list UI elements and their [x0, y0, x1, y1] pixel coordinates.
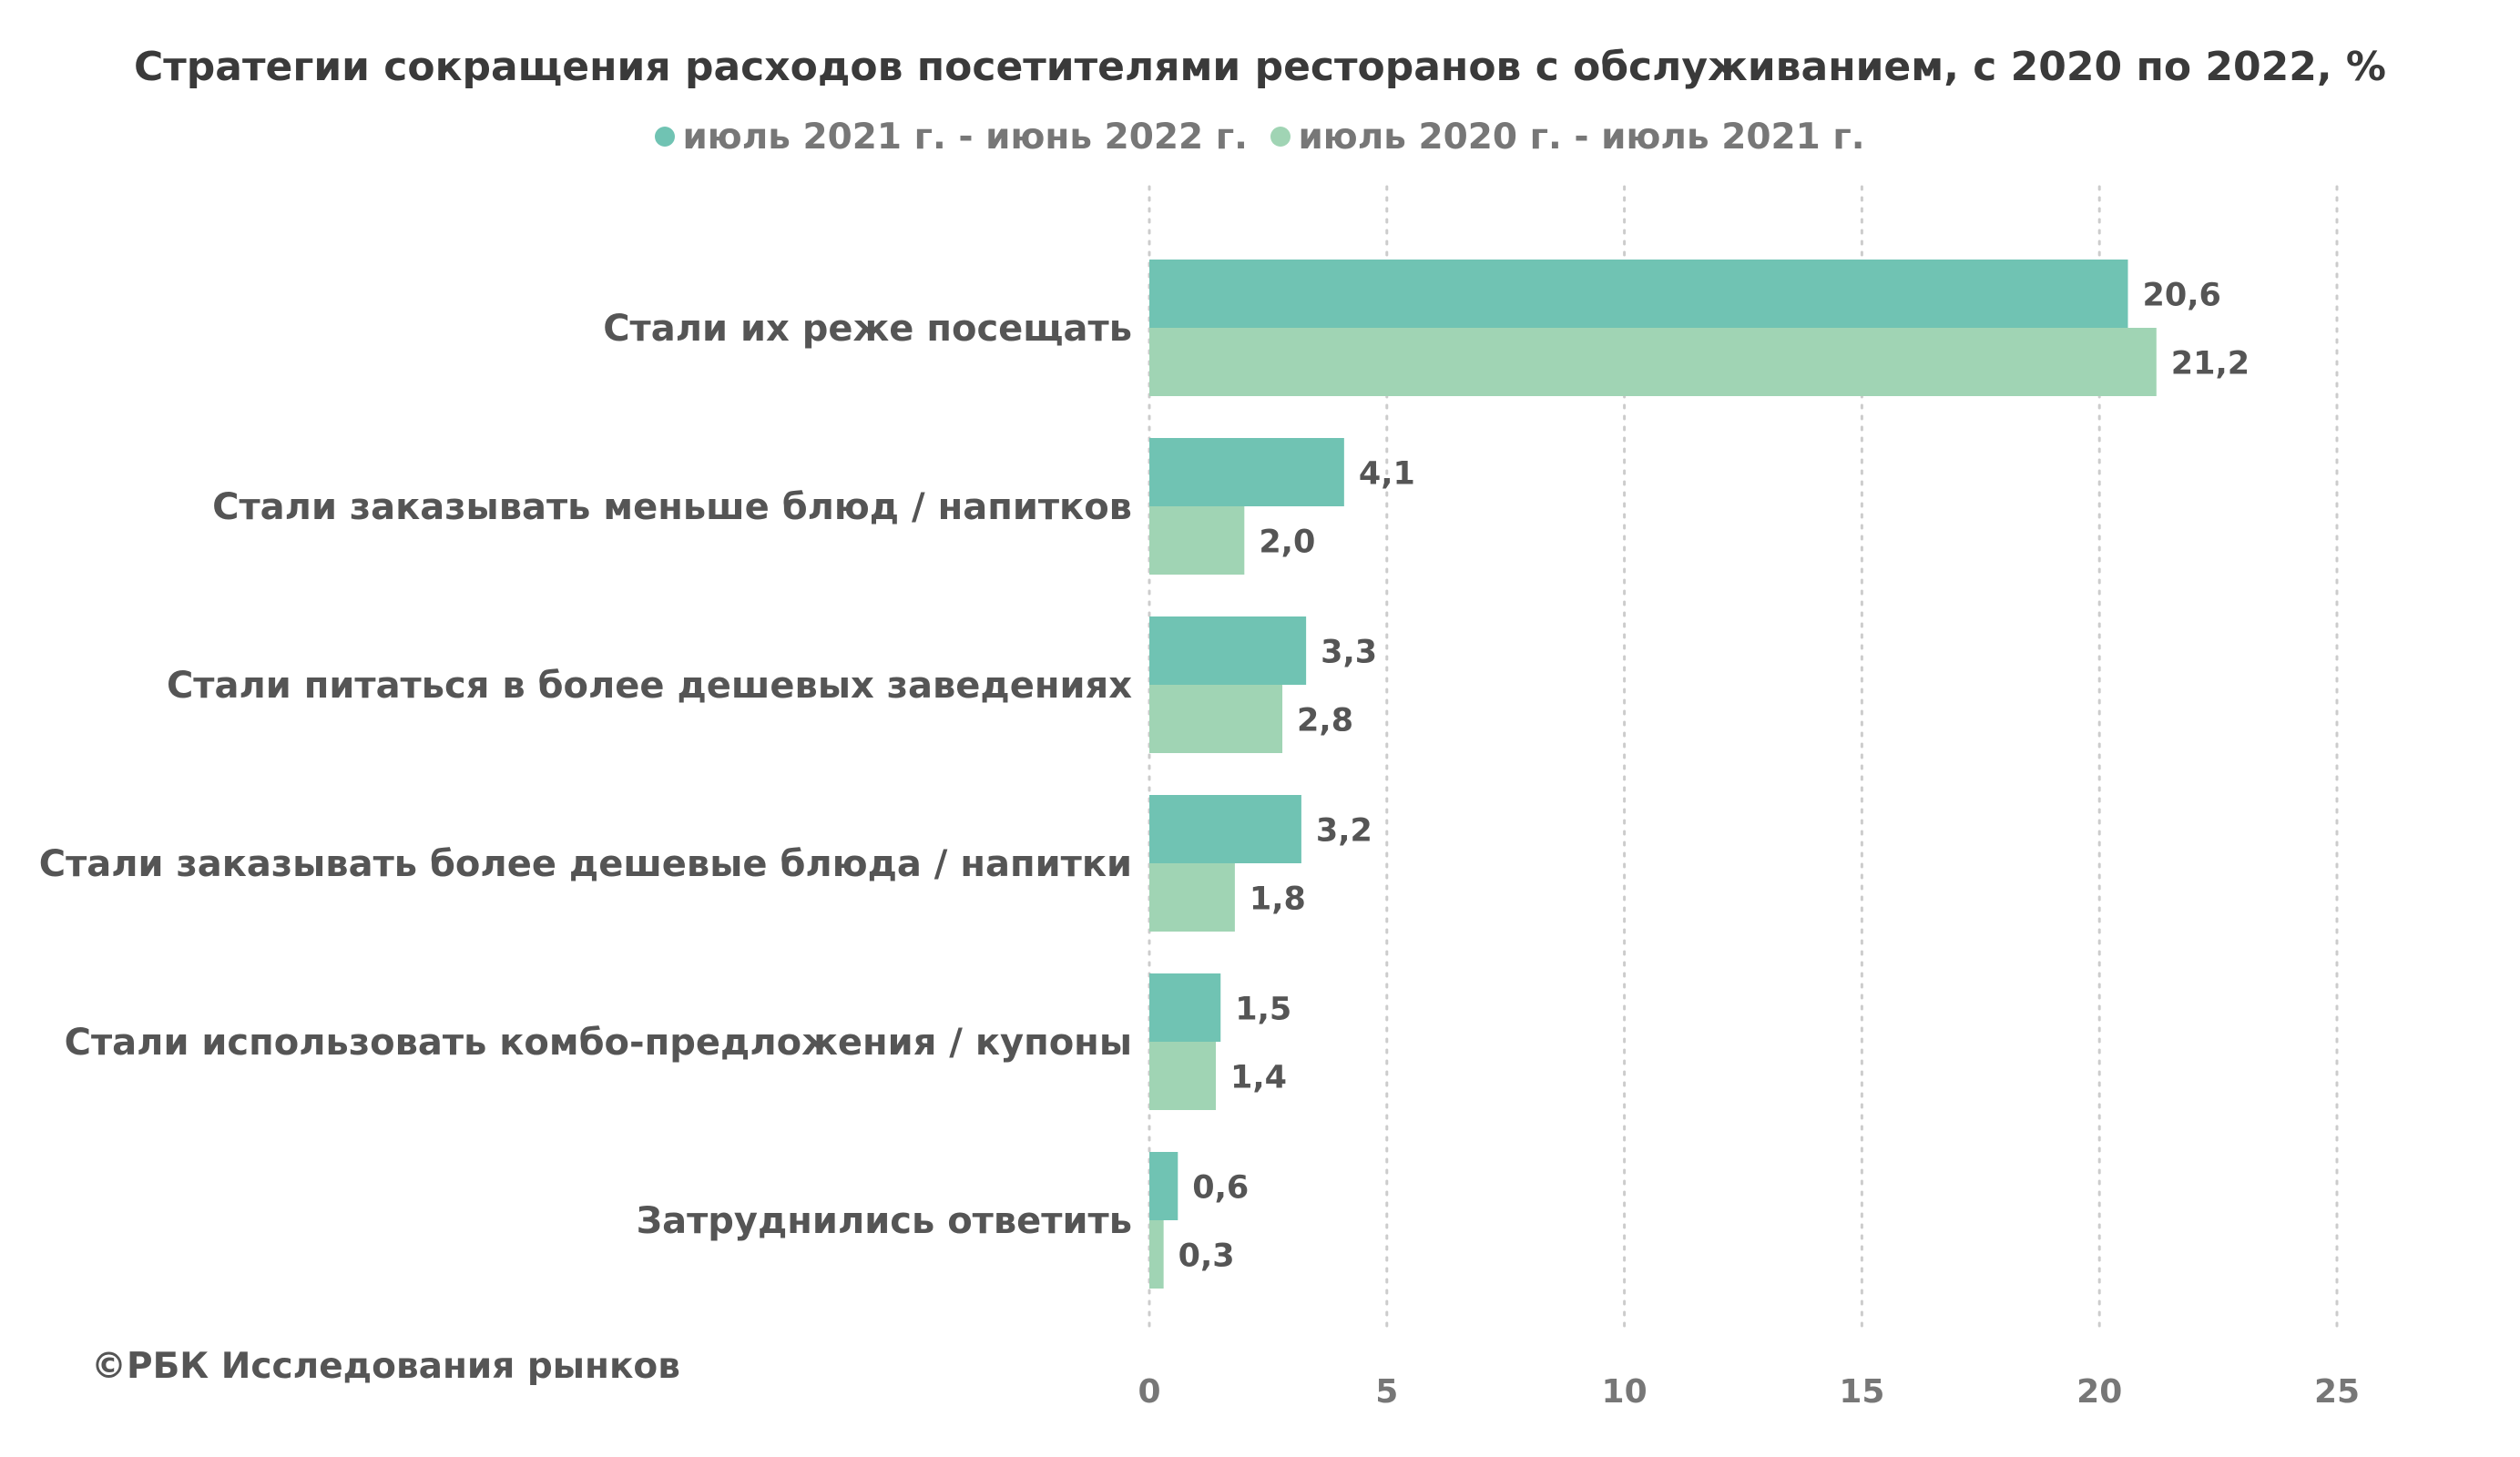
bar-series-2 [1149, 506, 1245, 575]
category-label: Затруднились ответить [637, 1200, 1132, 1242]
x-tick-label: 25 [2314, 1373, 2360, 1411]
legend-item-series-2: июль 2020 г. - июль 2021 г. [1270, 117, 1865, 158]
legend-label: июль 2021 г. - июнь 2022 г. [682, 117, 1248, 158]
data-label: 2,0 [1259, 525, 1315, 561]
category-label: Стали заказывать более дешевые блюда / н… [39, 843, 1132, 885]
legend-dot-icon [1270, 126, 1291, 147]
legend-dot-icon [655, 126, 676, 147]
chart-title: Стратегии сокращения расходов посетителя… [134, 44, 2386, 90]
bar-series-1 [1149, 973, 1221, 1042]
bar-series-1 [1149, 795, 1301, 863]
source-note: ©РБК Исследования рынков [91, 1346, 680, 1387]
x-tick-label: 15 [1839, 1373, 1884, 1411]
data-label: 0,3 [1178, 1238, 1235, 1275]
x-tick-label: 5 [1375, 1373, 1398, 1411]
bar-series-1 [1149, 1152, 1178, 1220]
bar-series-2 [1149, 1042, 1217, 1110]
bar-series-1 [1149, 616, 1307, 685]
legend-item-series-1: июль 2021 г. - июнь 2022 г. [655, 117, 1248, 158]
data-label: 1,5 [1235, 992, 1291, 1028]
data-label: 21,2 [2171, 346, 2250, 382]
legend: июль 2021 г. - июнь 2022 г. июль 2020 г.… [0, 117, 2520, 158]
bar-series-2 [1149, 863, 1235, 932]
category-label: Стали заказывать меньше блюд / напитков [212, 486, 1132, 528]
x-tick-label: 0 [1138, 1373, 1160, 1411]
legend-label: июль 2020 г. - июль 2021 г. [1298, 117, 1865, 158]
category-label: Стали их реже посещать [603, 308, 1132, 350]
category-label: Стали питаться в более дешевых заведения… [167, 665, 1132, 707]
bar-series-1 [1149, 438, 1344, 506]
data-label: 2,8 [1297, 703, 1353, 739]
bar-series-1 [1149, 260, 2128, 328]
category-label: Стали использовать комбо-предложения / к… [65, 1022, 1132, 1064]
data-label: 1,8 [1250, 881, 1306, 918]
bar-series-2 [1149, 328, 2157, 396]
x-tick-label: 10 [1602, 1373, 1648, 1411]
data-label: 1,4 [1230, 1060, 1287, 1096]
bar-series-2 [1149, 685, 1283, 753]
x-tick-label: 20 [2076, 1373, 2122, 1411]
bar-series-2 [1149, 1220, 1164, 1289]
data-label: 3,3 [1321, 635, 1377, 671]
data-label: 4,1 [1359, 456, 1415, 493]
data-label: 3,2 [1316, 813, 1372, 850]
data-label: 20,6 [2142, 278, 2220, 314]
data-label: 0,6 [1192, 1170, 1249, 1207]
